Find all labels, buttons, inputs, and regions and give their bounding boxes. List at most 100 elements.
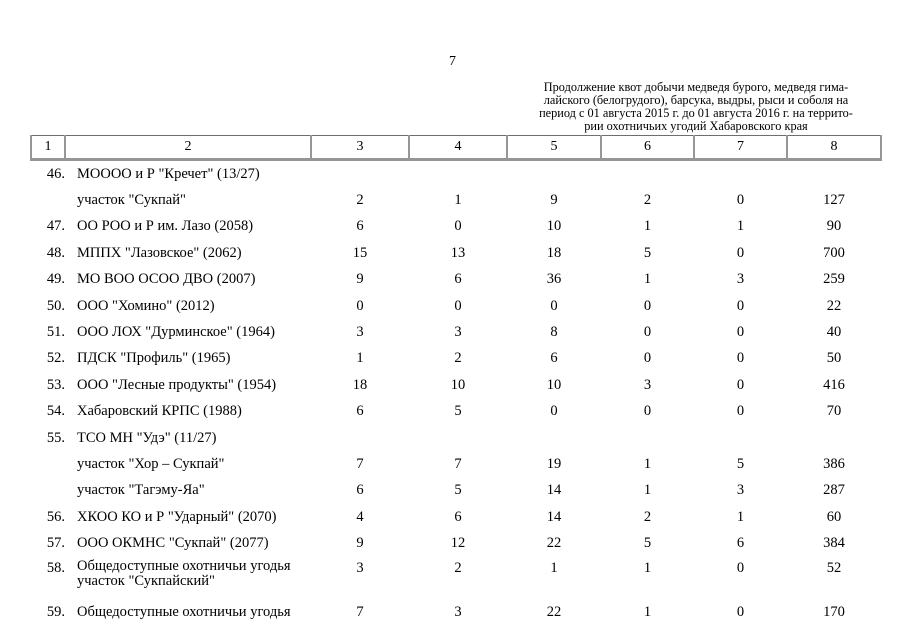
row-value: 0 <box>736 350 745 367</box>
row-value: 0 <box>736 403 745 420</box>
row-value: 287 <box>823 482 845 499</box>
row-number: 52. <box>46 350 65 367</box>
row-number: 55. <box>46 429 65 446</box>
row-value: 2 <box>643 508 652 525</box>
column-header-6: 6 <box>600 135 695 161</box>
row-value <box>601 425 694 451</box>
row-value: 0 <box>454 218 462 235</box>
row-value: 0 <box>736 376 745 393</box>
row-value: 22 <box>826 297 842 314</box>
row-value <box>409 160 507 188</box>
row-value: 36 <box>546 271 562 288</box>
row-value: 4 <box>356 508 364 525</box>
row-value: 8 <box>550 324 558 341</box>
row-value: 0 <box>736 192 745 209</box>
row-value: 0 <box>643 297 652 314</box>
row-value: 1 <box>643 603 652 620</box>
row-number: 50. <box>46 297 65 314</box>
row-value: 384 <box>823 535 845 552</box>
row-value <box>694 425 787 451</box>
row-value: 1 <box>736 218 745 235</box>
row-value: 6 <box>454 271 462 288</box>
row-value: 0 <box>643 350 652 367</box>
column-header-7: 7 <box>693 135 788 161</box>
column-header-3: 3 <box>310 135 410 161</box>
row-value <box>507 160 601 188</box>
row-value: 0 <box>736 559 745 576</box>
table-row: 47. ОО РОО и Р им. Лазо (2058) 6 0 10 1 1 90 <box>31 214 881 240</box>
quota-table: 1 2 3 4 5 6 7 8 46. МОООО и Р "Кречет" (1… <box>30 135 882 625</box>
row-name: участок "Тагэму-Яа" <box>77 482 205 499</box>
row-value: 1 <box>643 559 652 576</box>
row-number: 53. <box>46 376 65 393</box>
row-name: участок "Сукпай" <box>77 192 186 209</box>
row-value: 3 <box>736 271 745 288</box>
row-value <box>409 425 507 451</box>
row-value: 9 <box>550 192 558 209</box>
row-value <box>601 160 694 188</box>
row-value: 60 <box>826 508 842 525</box>
row-value: 1 <box>454 192 462 209</box>
table-row: 53. ООО "Лесные продукты" (1954) 18 10 10 3 0 4… <box>31 372 881 398</box>
row-name: ООО ОКМНС "Сукпай" (2077) <box>77 535 269 552</box>
row-value: 386 <box>823 455 845 472</box>
row-value: 1 <box>643 271 652 288</box>
row-value: 22 <box>546 603 562 620</box>
row-name: МОООО и Р "Кречет" (13/27) <box>77 165 260 182</box>
row-value: 50 <box>826 350 842 367</box>
row-value: 0 <box>643 403 652 420</box>
row-number: 48. <box>46 244 65 261</box>
row-value: 9 <box>356 271 364 288</box>
row-value: 3 <box>454 603 462 620</box>
row-number <box>31 478 65 504</box>
continuation-note-line: лайского (белогрудого), барсука, выдры, … <box>543 93 849 107</box>
row-name: ХКОО КО и Р "Ударный" (2070) <box>77 508 277 525</box>
row-value: 1 <box>643 455 652 472</box>
table-row: участок "Сукпай" 2 1 9 2 0 127 <box>31 187 881 213</box>
row-value <box>311 160 409 188</box>
row-value: 1 <box>550 559 558 576</box>
row-number: 56. <box>46 508 65 525</box>
table-row: 52. ПДСК "Профиль" (1965) 1 2 6 0 0 50 <box>31 346 881 372</box>
row-value: 2 <box>454 559 462 576</box>
row-value: 3 <box>643 376 652 393</box>
row-value: 1 <box>643 218 652 235</box>
row-number: 46. <box>46 165 65 182</box>
row-number: 59. <box>46 603 65 620</box>
row-value: 6 <box>356 482 364 499</box>
row-value: 6 <box>550 350 558 367</box>
row-value: 90 <box>826 218 842 235</box>
row-value: 0 <box>550 297 558 314</box>
row-name: ООО "Лесные продукты" (1954) <box>77 376 277 393</box>
row-name: ПДСК "Профиль" (1965) <box>77 350 231 367</box>
row-value: 18 <box>546 244 562 261</box>
row-value: 14 <box>546 508 562 525</box>
row-value: 3 <box>454 324 462 341</box>
row-value: 170 <box>823 603 845 620</box>
row-value: 18 <box>352 376 368 393</box>
row-value: 0 <box>356 297 364 314</box>
row-value: 7 <box>356 455 364 472</box>
row-value: 5 <box>454 482 462 499</box>
row-value: 5 <box>643 535 652 552</box>
row-value: 127 <box>823 192 845 209</box>
table-row: 49. МО ВОО ОСОО ДВО (2007) 9 6 36 1 3 259 <box>31 267 881 293</box>
row-value: 6 <box>736 535 745 552</box>
row-value: 0 <box>643 324 652 341</box>
row-value: 1 <box>356 350 364 367</box>
row-value: 0 <box>736 244 745 261</box>
row-value: 10 <box>546 218 562 235</box>
table-row: 48. МППХ "Лазовское" (2062) 15 13 18 5 0 700 <box>31 240 881 266</box>
page-number: 7 <box>449 54 456 69</box>
row-value <box>787 425 881 451</box>
row-value <box>787 160 881 188</box>
row-value: 70 <box>826 403 842 420</box>
row-value: 0 <box>550 403 558 420</box>
row-number: 51. <box>46 324 65 341</box>
row-value: 12 <box>450 535 466 552</box>
table-row: 46. МОООО и Р "Кречет" (13/27) <box>31 160 881 188</box>
row-name: МППХ "Лазовское" (2062) <box>77 244 242 261</box>
row-value: 3 <box>356 559 364 576</box>
continuation-note-line: период с 01 августа 2015 г. до 01 август… <box>539 106 853 120</box>
row-number <box>31 451 65 477</box>
